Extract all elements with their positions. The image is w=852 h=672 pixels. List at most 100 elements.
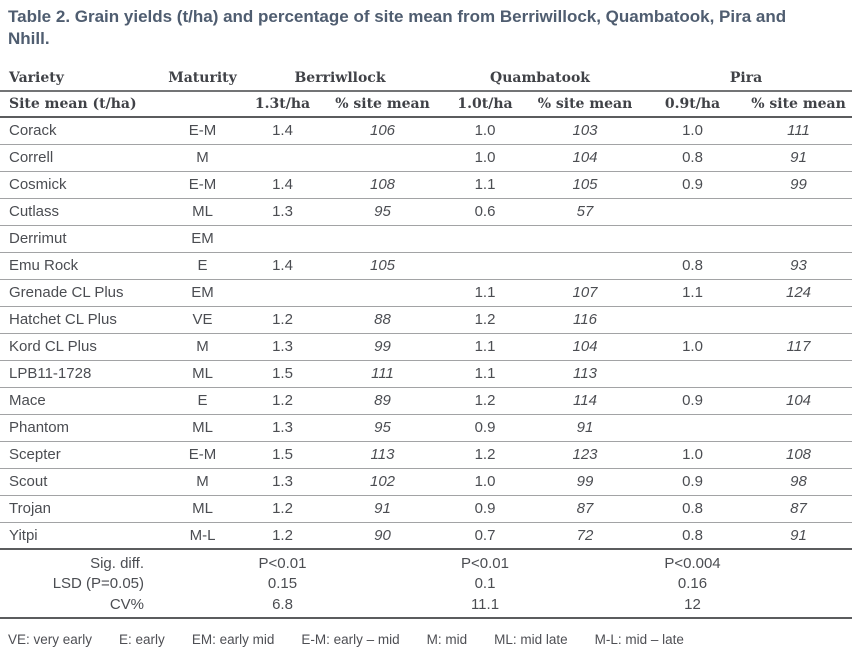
document-page: Table 2. Grain yields (t/ha) and percent… <box>0 7 852 647</box>
variety-cell: Emu Rock <box>0 252 165 280</box>
maturity-cell: ML <box>165 198 240 226</box>
subheader-quam-yield: 1.0t/ha <box>440 91 530 118</box>
empty-cell <box>745 594 852 619</box>
variety-cell: Cutlass <box>0 198 165 226</box>
empty-cell <box>530 594 640 619</box>
site-mean-row: Site mean (t/ha) 1.3t/ha % site mean 1.0… <box>0 91 852 118</box>
table-stats: Sig. diff. P<0.01 P<0.01 P<0.004 LSD (P=0.05… <box>0 549 852 619</box>
maturity-cell: ML <box>165 495 240 523</box>
pct-cell: 104 <box>745 387 852 415</box>
yield-cell: 1.0 <box>440 468 530 496</box>
yield-cell: 1.0 <box>440 117 530 145</box>
pct-cell: 102 <box>325 468 440 496</box>
table-row: Cutlass ML 1.3 95 0.6 57 <box>0 198 852 226</box>
stat-value: 0.15 <box>267 575 298 592</box>
yield-cell: 1.3 <box>240 468 325 496</box>
yield-cell: 1.1 <box>440 171 530 199</box>
table-row: Emu Rock E 1.4 105 0.8 93 <box>0 252 852 280</box>
legend-item: ML: mid late <box>494 632 568 647</box>
table-row: Correll M 1.0 104 0.8 91 <box>0 144 852 172</box>
yield-cell: 1.3 <box>240 414 325 442</box>
yield-cell: 1.2 <box>440 441 530 469</box>
pct-cell: 106 <box>325 117 440 145</box>
stat-value: 11.1 <box>440 594 530 619</box>
table-row: Hatchet CL Plus VE 1.2 88 1.2 116 <box>0 306 852 334</box>
stat-value: 6.8 <box>240 594 325 619</box>
subheader-pira-pct: % site mean <box>745 91 852 118</box>
maturity-cell: M-L <box>165 522 240 550</box>
yield-cell <box>440 225 530 253</box>
pct-cell <box>745 414 852 442</box>
yield-cell: 1.0 <box>640 333 745 361</box>
variety-cell: Cosmick <box>0 171 165 199</box>
variety-cell: Mace <box>0 387 165 415</box>
yield-cell: 1.2 <box>240 306 325 334</box>
yield-cell: 0.7 <box>440 522 530 550</box>
yield-cell: 1.0 <box>640 441 745 469</box>
pct-cell: 105 <box>530 171 640 199</box>
legend-item: M: mid <box>426 632 468 647</box>
yield-cell: 1.0 <box>640 117 745 145</box>
empty-cell <box>165 549 240 573</box>
variety-cell: Yitpi <box>0 522 165 550</box>
pct-cell: 91 <box>530 414 640 442</box>
yield-cell: 1.2 <box>440 387 530 415</box>
pct-cell: 90 <box>325 522 440 550</box>
legend-item: M-L: mid – late <box>594 632 684 647</box>
yield-cell: 0.8 <box>640 252 745 280</box>
pct-cell: 89 <box>325 387 440 415</box>
pct-cell: 107 <box>530 279 640 307</box>
header-site-quambatook: Quambatook <box>440 65 640 92</box>
pct-cell: 99 <box>325 333 440 361</box>
pct-cell <box>325 225 440 253</box>
variety-cell: Derrimut <box>0 225 165 253</box>
yield-cell: 1.4 <box>240 252 325 280</box>
yield-cell: 0.9 <box>440 414 530 442</box>
empty-cell <box>165 594 240 619</box>
variety-cell: Kord CL Plus <box>0 333 165 361</box>
pct-cell <box>325 279 440 307</box>
legend-item: VE: very early <box>8 632 93 647</box>
pct-cell: 111 <box>325 360 440 388</box>
maturity-cell: EM <box>165 225 240 253</box>
empty-cell <box>325 594 440 619</box>
yield-cell: 1.2 <box>240 522 325 550</box>
variety-cell: Corack <box>0 117 165 145</box>
yield-cell: 0.8 <box>640 522 745 550</box>
pct-cell: 123 <box>530 441 640 469</box>
subheader-quam-pct: % site mean <box>530 91 640 118</box>
variety-cell: Hatchet CL Plus <box>0 306 165 334</box>
stat-value: P<0.01 <box>461 555 509 572</box>
pct-cell <box>530 252 640 280</box>
pct-cell: 108 <box>745 441 852 469</box>
yield-cell: 1.3 <box>240 198 325 226</box>
yield-cell: 1.4 <box>240 117 325 145</box>
pct-cell: 114 <box>530 387 640 415</box>
stat-value: P<0.01 <box>258 555 307 572</box>
pct-cell <box>325 144 440 172</box>
maturity-cell: E <box>165 252 240 280</box>
pct-cell: 91 <box>325 495 440 523</box>
yield-cell: 0.9 <box>440 495 530 523</box>
header-site-pira: Pira <box>640 65 852 92</box>
yield-cell: 1.5 <box>240 360 325 388</box>
pct-cell <box>745 198 852 226</box>
maturity-cell: M <box>165 333 240 361</box>
table-row: Derrimut EM <box>0 225 852 253</box>
yield-cell: 1.1 <box>440 279 530 307</box>
yield-cell <box>640 225 745 253</box>
pct-cell: 91 <box>745 522 852 550</box>
pct-cell: 91 <box>745 144 852 172</box>
pct-cell: 95 <box>325 414 440 442</box>
maturity-cell: E-M <box>165 441 240 469</box>
yield-cell <box>240 144 325 172</box>
pct-cell: 88 <box>325 306 440 334</box>
table-row: Phantom ML 1.3 95 0.9 91 <box>0 414 852 442</box>
empty-cell <box>165 573 240 594</box>
stat-row: Sig. diff. P<0.01 P<0.01 P<0.004 <box>0 549 852 573</box>
maturity-cell: E-M <box>165 117 240 145</box>
grain-yield-table: Variety Maturity Berriwllock Quambatook … <box>0 65 852 619</box>
yield-cell: 1.1 <box>640 279 745 307</box>
yield-cell: 1.2 <box>240 387 325 415</box>
maturity-cell: VE <box>165 306 240 334</box>
